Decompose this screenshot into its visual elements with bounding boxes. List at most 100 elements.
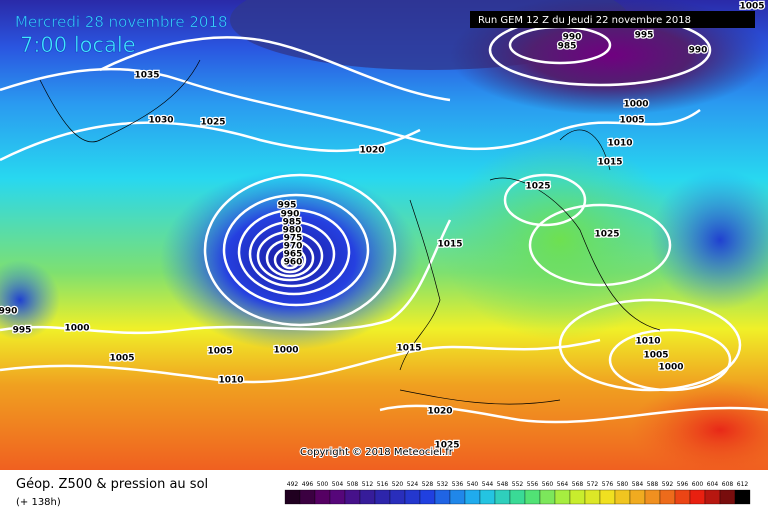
scale-label: 612 [737,481,749,488]
isobar-label: 965 [284,250,303,260]
scale-swatch [359,489,376,505]
scale-label: 492 [287,481,299,488]
isobar-label: 1030 [148,116,173,126]
scale-swatch [479,489,496,505]
valid-date: Mercredi 28 novembre 2018 [15,13,228,31]
scale-label: 532 [437,481,449,488]
scale-label: 548 [497,481,509,488]
run-info: Run GEM 12 Z du Jeudi 22 novembre 2018 [478,15,691,26]
scale-label: 576 [602,481,614,488]
scale-label: 588 [647,481,659,488]
isobar-label: 1020 [359,146,384,156]
height-field [650,170,768,310]
height-field [440,140,680,340]
scale-label: 584 [632,481,644,488]
scale-swatch [344,489,361,505]
scale-label: 508 [347,481,359,488]
isobar-label: 1020 [427,407,452,417]
isobar-label: 995 [635,31,654,41]
isobar-label: 985 [283,218,302,228]
scale-label: 500 [317,481,329,488]
scale-label: 528 [422,481,434,488]
scale-label: 592 [662,481,674,488]
scale-label: 560 [542,481,554,488]
scale-swatch [374,489,391,505]
height-field [630,380,768,480]
isobar-label: 1000 [273,346,298,356]
isobar-label: 1025 [200,118,225,128]
scale-swatch [689,489,706,505]
scale-label: 544 [482,481,494,488]
isobar-label: 1035 [134,71,159,81]
isobar-label: 1025 [434,441,459,451]
scale-label: 604 [707,481,719,488]
scale-label: 556 [527,481,539,488]
scale-swatch [524,489,541,505]
isobar-label: 1000 [623,100,648,110]
scale-label: 552 [512,481,524,488]
scale-swatch [494,489,511,505]
isobar-label: 1005 [739,2,764,12]
isobar-label: 995 [278,201,297,211]
valid-time: 7:00 locale [20,33,136,57]
isobar-label: 1005 [619,116,644,126]
isobar-label: 990 [563,33,582,43]
isobar-label: 1010 [218,376,243,386]
isobar-label: 1010 [635,337,660,347]
scale-label: 596 [677,481,689,488]
height-field [0,260,60,340]
scale-swatch [404,489,421,505]
scale-label: 608 [722,481,734,488]
scale-label: 512 [362,481,374,488]
isobar-label: 985 [558,42,577,52]
scale-label: 540 [467,481,479,488]
scale-label: 496 [302,481,314,488]
isobar-label: 1025 [594,230,619,240]
coastlines [39,59,661,405]
scale-label: 564 [557,481,569,488]
scale-label: 504 [332,481,344,488]
scale-swatch [704,489,721,505]
isobar-label: 1015 [437,240,462,250]
scale-swatch [284,489,301,505]
scale-swatch [569,489,586,505]
scale-swatch [389,489,406,505]
scale-swatch [449,489,466,505]
isobar-label: 1005 [207,347,232,357]
scale-swatch [674,489,691,505]
scale-label: 572 [587,481,599,488]
isobar-label: 975 [284,234,303,244]
run-box [470,11,755,28]
scale-label: 516 [377,481,389,488]
scale-swatch [434,489,451,505]
scale-swatch [719,489,736,505]
footer-title: Géop. Z500 & pression au sol [16,477,208,492]
scale-label: 536 [452,481,464,488]
scale-swatch [464,489,481,505]
scale-label: 524 [407,481,419,488]
scale-swatch [734,489,751,505]
isobar-label: 1010 [607,139,632,149]
isobar-label: 980 [283,226,302,236]
isobar-label: 1000 [658,363,683,373]
scale-swatch [599,489,616,505]
isobar-label: 1005 [643,351,668,361]
scale-swatch [314,489,331,505]
height-field [160,170,420,350]
isobar-label: 990 [0,307,17,317]
scale-swatch [614,489,631,505]
forecast-lead: (+ 138h) [16,497,61,508]
isobar-label: 1005 [109,354,134,364]
color-scale: 492 496 500 504 508 512 516 520 524 528 532 536 540 5… [284,481,751,505]
isobar-label: 1015 [396,344,421,354]
scale-label: 568 [572,481,584,488]
scale-swatch [644,489,661,505]
isobar-label: 1015 [597,158,622,168]
scale-swatch [509,489,526,505]
scale-swatch [299,489,316,505]
isobar-label: 990 [689,46,708,56]
scale-swatch [419,489,436,505]
isobar-label: 995 [13,326,32,336]
scale-swatch [584,489,601,505]
